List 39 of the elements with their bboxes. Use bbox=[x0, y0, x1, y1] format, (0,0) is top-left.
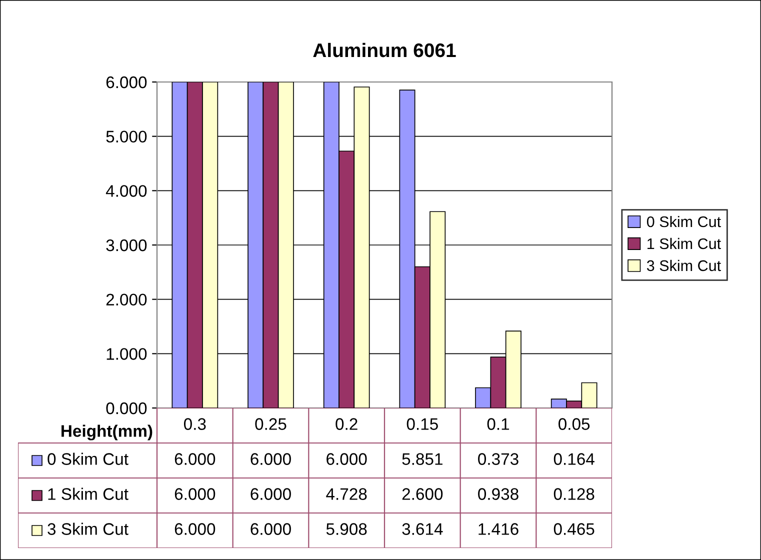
chart-title: Aluminum 6061 bbox=[313, 42, 456, 58]
text: 3 Skim Cut bbox=[48, 522, 128, 535]
x-tick-label: 0.05 bbox=[558, 418, 590, 430]
data-label: 0.938 bbox=[478, 488, 518, 500]
x-tick-label: 0.25 bbox=[255, 418, 286, 430]
data-label: 6.000 bbox=[174, 523, 216, 535]
data-label: 0.128 bbox=[554, 488, 594, 500]
y-tick-label: 5.000 bbox=[106, 130, 147, 143]
x-tick-label: 0.15 bbox=[406, 418, 438, 430]
data-label: 6.000 bbox=[174, 488, 216, 500]
data-label: 6.000 bbox=[174, 453, 216, 465]
data-label: 5.908 bbox=[326, 523, 367, 535]
y-tick-label: 0.000 bbox=[106, 402, 147, 414]
data-label: 6.000 bbox=[250, 523, 291, 535]
legend-label: 0 Skim Cut bbox=[48, 452, 128, 465]
data-label: 2.600 bbox=[402, 488, 443, 500]
data-label: 4.728 bbox=[326, 488, 367, 500]
data-label: 1.416 bbox=[478, 523, 518, 535]
x-tick-label: 0.3 bbox=[184, 418, 206, 430]
x-tick-label: 0.2 bbox=[336, 418, 358, 430]
data-label: 0.373 bbox=[478, 453, 518, 465]
data-label: 5.851 bbox=[402, 453, 442, 465]
text: 0 Skim Cut bbox=[646, 216, 721, 228]
y-tick-label: 2.000 bbox=[106, 294, 147, 306]
legend-label: 3 Skim Cut bbox=[646, 260, 721, 272]
text: 1 Skim Cut bbox=[48, 488, 128, 500]
data-label: 0.465 bbox=[554, 523, 594, 535]
y-tick-label: 4.000 bbox=[106, 185, 147, 197]
data-label: 6.000 bbox=[250, 488, 291, 500]
data-label: 6.000 bbox=[326, 453, 367, 465]
data-label: 3.614 bbox=[402, 523, 443, 535]
y-tick-label: 1.000 bbox=[106, 348, 147, 360]
legend-label: 1 Skim Cut bbox=[648, 238, 721, 250]
x-tick-label: 0.1 bbox=[487, 418, 510, 430]
data-label: 0.164 bbox=[554, 453, 594, 465]
y-tick-label: 6.000 bbox=[106, 76, 147, 88]
data-label: 6.000 bbox=[250, 453, 291, 465]
x-axis-title: Height(mm) bbox=[62, 424, 152, 440]
y-tick-label: 3.000 bbox=[106, 239, 147, 252]
